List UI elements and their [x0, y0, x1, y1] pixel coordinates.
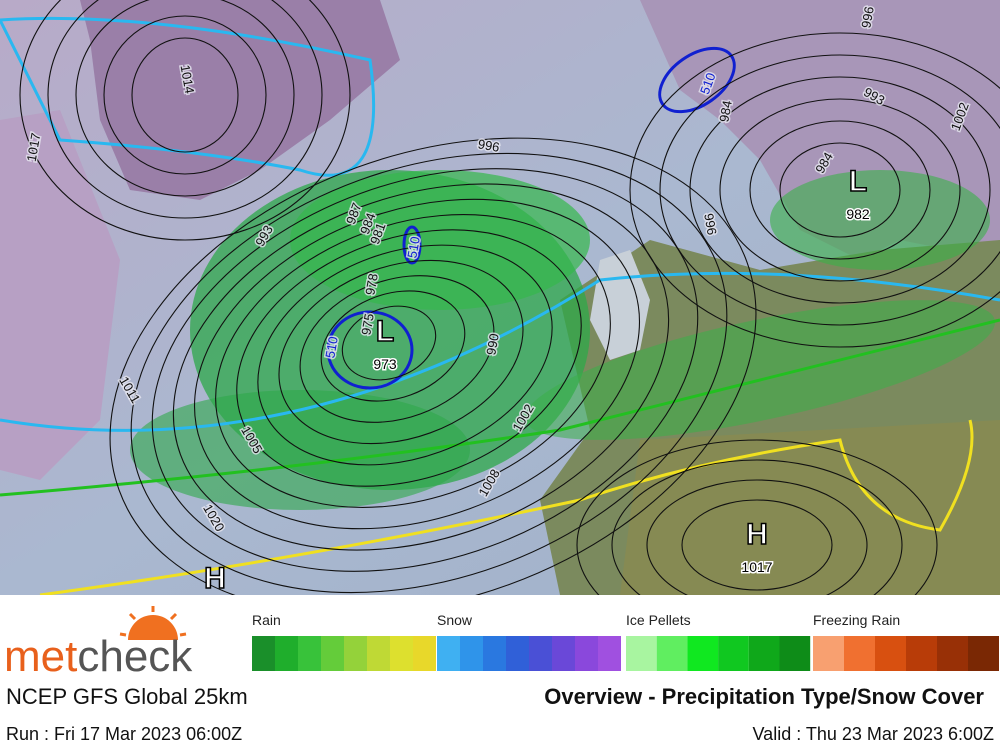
legend-swatch [552, 636, 575, 671]
isobar [47, 0, 323, 219]
legend-swatch [298, 636, 321, 671]
isobar [611, 459, 903, 595]
isobar [151, 168, 699, 572]
isobar [172, 183, 670, 551]
isobar [749, 120, 931, 260]
labrador [0, 110, 120, 480]
thickness-label: 510 [322, 335, 341, 359]
legend-swatch [718, 636, 749, 671]
isobar [681, 499, 833, 591]
product-title: Overview - Precipitation Type/Snow Cover [544, 684, 984, 709]
logo: metcheck [4, 606, 193, 681]
logo-sun [128, 615, 178, 640]
isobar [103, 15, 267, 175]
legend-label: Ice Pellets [626, 612, 691, 628]
thickness-label: 510 [404, 235, 423, 259]
isobar [19, 0, 351, 241]
legend-swatch [367, 636, 390, 671]
legend-swatch [937, 636, 968, 671]
pressure-value: 973 [373, 356, 397, 372]
thickness-line [39, 419, 974, 595]
isobar [131, 37, 239, 153]
legend-swatch [875, 636, 906, 671]
legend-swatch [779, 636, 811, 671]
isobars [19, 0, 1000, 595]
legend-swatch [687, 636, 719, 671]
isobar [130, 152, 728, 594]
legend-swatch [844, 636, 875, 671]
legend-swatch [252, 636, 275, 671]
isobar [320, 290, 466, 402]
pressure-value: 1017 [741, 559, 772, 575]
model: NCEP GFS Global 25km [6, 684, 248, 709]
isobar [236, 229, 582, 487]
legend-label: Snow [437, 612, 473, 628]
legend-swatch [598, 636, 621, 671]
isobar [109, 137, 757, 595]
isobar-label: 975 [358, 312, 377, 336]
legend-swatch [626, 636, 657, 671]
legend-swatch [413, 636, 436, 671]
logo-rays [119, 606, 187, 637]
isobar [646, 479, 868, 595]
isobar-label: 984 [716, 99, 735, 123]
legend-swatch [437, 636, 460, 671]
legend-swatch [460, 636, 483, 671]
legend-swatch [506, 636, 529, 671]
legend-swatch [906, 636, 937, 671]
isobar [215, 214, 611, 508]
legend-swatch [275, 636, 298, 671]
isobar-label: 1014 [178, 64, 198, 95]
legend-swatch [813, 636, 844, 671]
isobar [193, 198, 641, 530]
pressure-symbol: L [849, 165, 867, 198]
precip-area [770, 170, 990, 270]
legend: Rain Snow Ice Pellets Freezing Rain [252, 612, 999, 671]
legend-swatch [748, 636, 780, 671]
isobar [576, 439, 938, 595]
pressure-value: 982 [846, 206, 870, 222]
legend-swatch [344, 636, 367, 671]
pressure-symbol: H [204, 562, 226, 595]
thickness-contour [326, 310, 414, 390]
legend-swatch [968, 636, 999, 671]
pressure-symbol: H [746, 518, 768, 551]
isobar-label: 996 [701, 212, 720, 236]
isobar [341, 305, 437, 381]
isobar [278, 259, 524, 445]
isobar [659, 54, 1000, 326]
legend-swatch [529, 636, 552, 671]
legend-label: Freezing Rain [813, 612, 900, 628]
run-time: Run : Fri 17 Mar 2023 06:00Z [6, 724, 242, 744]
south-europe [620, 420, 1000, 595]
legend-swatch [483, 636, 506, 671]
freezing-line [0, 318, 1000, 497]
isobar [689, 76, 991, 304]
isobar-label: 978 [362, 272, 381, 296]
isobar [299, 275, 495, 423]
legend-swatch [656, 636, 688, 671]
precip-area [525, 300, 995, 440]
legend-swatch [575, 636, 598, 671]
isobar-label: 996 [858, 5, 877, 29]
snow-line [0, 271, 1000, 432]
isobar-label: 990 [483, 332, 502, 356]
legend-swatch [390, 636, 413, 671]
isobar [75, 0, 295, 197]
isobar-label: 996 [477, 136, 501, 155]
isobar [629, 32, 1000, 348]
isobar [719, 98, 961, 282]
pressure-symbol: L [376, 315, 394, 348]
precip-area [130, 390, 470, 510]
isobar [257, 244, 553, 466]
legend-label: Rain [252, 612, 281, 628]
logo-text: metcheck [4, 632, 193, 681]
legend-swatch [321, 636, 344, 671]
isobar-label: 1017 [24, 132, 44, 163]
valid-time: Valid : Thu 23 Mar 2023 6:00Z [753, 724, 994, 744]
thickness-contour [402, 225, 422, 265]
isobar [779, 142, 901, 238]
